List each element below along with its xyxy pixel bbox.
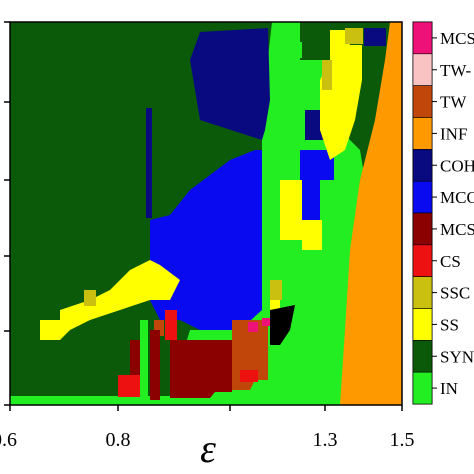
region-cs-left: [118, 375, 144, 397]
x-tick-label-1.3: 1.3: [313, 429, 338, 451]
legend-swatch-3: [412, 117, 433, 150]
x-axis-ticks: [9, 405, 403, 411]
region-mcs-pink: [248, 322, 258, 332]
legend-swatch-2: [412, 85, 433, 118]
plot-frame: [9, 21, 403, 406]
region-in-patch: [288, 42, 302, 58]
legend-swatch-7: [412, 244, 433, 277]
region-mco: [150, 150, 262, 330]
region-ssc-left: [84, 290, 96, 306]
region-mcs-pink-2: [262, 318, 270, 326]
legend-swatch-1: [412, 53, 433, 86]
legend-label-3: INF: [440, 124, 467, 143]
legend-swatch-11: [412, 371, 433, 405]
x-tick-label-0.8: 0.8: [106, 429, 131, 451]
region-in: [10, 22, 402, 405]
legend-label-8: SSC: [440, 284, 470, 303]
region-ss-right-3: [302, 220, 322, 250]
region-ssc-top: [345, 28, 363, 44]
region-mcs-dark: [170, 340, 232, 398]
legend-swatch-0: [412, 21, 433, 55]
region-mcs-dark-col: [150, 330, 160, 400]
legend-label-5: MCO: [440, 188, 474, 207]
legend-label-6: MCS: [440, 220, 474, 239]
region-tw-small: [154, 320, 164, 336]
legend-swatch-9: [412, 308, 433, 341]
region-in-col: [140, 320, 148, 400]
legend-label-11: IN: [440, 379, 458, 398]
region-coh-upper-right: [364, 28, 386, 46]
legend-label-0: MCS: [440, 29, 474, 48]
region-ss-right-2: [280, 180, 302, 240]
region-ss-left: [40, 260, 180, 340]
legend-swatch-10: [412, 340, 433, 373]
region-in-bottom-strip: [10, 396, 402, 405]
legend-label-2: TW: [440, 93, 467, 112]
region-tw-minus: [270, 305, 295, 345]
region-coh: [190, 28, 270, 140]
region-ssc-mid: [322, 60, 332, 90]
legend-label-10: SYN: [440, 347, 474, 366]
legend-swatch-4: [412, 149, 433, 182]
region-ssc-low: [270, 280, 282, 300]
legend-label-4: COH: [440, 156, 474, 175]
region-inf: [340, 22, 402, 405]
legend-label-7: CS: [440, 252, 461, 271]
legend: MCS TW- TW INF COH MCO MCS CS SSC SS SYN IN: [412, 21, 474, 405]
legend-label-9: SS: [440, 315, 459, 334]
x-tick-label-1.5: 1.5: [390, 429, 415, 451]
heatmap-regions: [10, 22, 402, 405]
x-tick-label-0.6: 0.6: [0, 429, 17, 451]
region-coh-strip: [146, 108, 152, 218]
region-cs-mid: [165, 310, 177, 340]
region-cs-right: [240, 370, 258, 382]
legend-swatch-8: [412, 276, 433, 309]
legend-swatch-5: [412, 180, 433, 214]
legend-label-1: TW-: [440, 61, 471, 80]
legend-swatch-6: [412, 212, 433, 246]
x-axis-label: ε: [200, 426, 216, 471]
region-mco-right: [300, 150, 320, 220]
y-axis-ticks: [4, 21, 10, 406]
